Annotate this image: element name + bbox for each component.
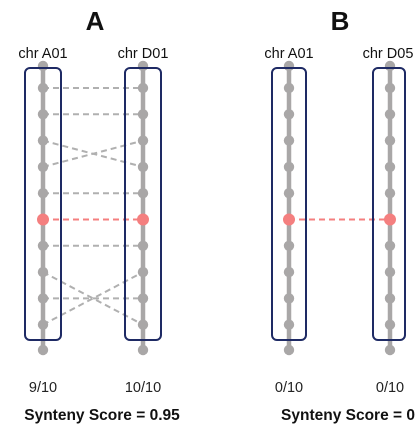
- panel-a-right-chr-top-cap: [137, 60, 149, 72]
- panel-a-left-chr-gene-6-highlighted: [37, 213, 49, 226]
- panel-b-left-chr-top-cap: [283, 60, 295, 72]
- panel-a: A chr A01 chr D01 9/10 10/10 Synteny Sco…: [18, 6, 180, 424]
- panel-a-synteny-score: Synteny Score = 0.95: [24, 407, 180, 424]
- panel-b-left-chr-gene-1: [283, 82, 295, 94]
- panel-a-right-chr-bottom-cap: [137, 344, 149, 356]
- panel-a-left-chromosome: [37, 60, 49, 356]
- panel-b-right-chr-gene-10: [384, 319, 396, 330]
- panel-b-left-chr-gene-2: [283, 109, 295, 120]
- panel-b-letter: B: [331, 6, 350, 36]
- panel-a-right-chr-gene-3: [137, 135, 149, 146]
- panel-a-left-chr-gene-1: [37, 82, 49, 94]
- panel-b-right-chr-gene-3: [384, 135, 396, 146]
- panel-a-link-10-8: [42, 271, 144, 326]
- panel-b-left-chr-gene-6-highlighted: [283, 213, 295, 226]
- panel-b-right-chr-gene-1: [384, 82, 396, 94]
- panel-b-right-chr-bottom-cap: [384, 344, 396, 356]
- panel-a-letter: A: [86, 6, 105, 36]
- panel-b-right-chr-label: chr D05: [363, 46, 414, 62]
- panel-a-right-syntenic-block-box: [124, 67, 162, 341]
- panel-b-left-chr-gene-5: [283, 188, 295, 199]
- panel-a-left-chr-gene-10: [37, 319, 49, 330]
- panel-b-right-chr-gene-2: [384, 109, 396, 120]
- panel-a-left-chr-gene-4: [37, 161, 49, 173]
- panel-a-right-chr-gene-1: [137, 82, 149, 94]
- panel-a-left-chr-gene-5: [37, 188, 49, 199]
- panel-b-right-chr-gene-8: [384, 266, 396, 278]
- panel-a-right-chr-gene-5: [137, 188, 149, 199]
- panel-a-right-chr-gene-6-highlighted: [137, 213, 149, 226]
- panel-a-left-chr-gene-9: [37, 293, 49, 304]
- panel-b-left-chr-gene-3: [283, 135, 295, 146]
- panel-b-right-chr-gene-5: [384, 188, 396, 199]
- panel-b-left-chr-gene-9: [283, 293, 295, 304]
- panel-a-right-count: 10/10: [125, 380, 161, 396]
- panel-b-right-syntenic-block-box: [372, 67, 406, 341]
- panel-b-right-chr-gene-7: [384, 240, 396, 251]
- panel-b-synteny-score: Synteny Score = 0: [281, 407, 415, 424]
- panel-a-left-chr-top-cap: [37, 60, 49, 72]
- panel-b-right-chr-gene-9: [384, 293, 396, 304]
- panel-b-left-chr-gene-8: [283, 266, 295, 278]
- panel-b-left-chr-gene-4: [283, 161, 295, 173]
- panel-b-left-chr-gene-7: [283, 240, 295, 251]
- panel-b-left-chr-bottom-cap: [283, 344, 295, 356]
- panel-b-left-chr-gene-10: [283, 319, 295, 330]
- panel-a-left-syntenic-block-box: [24, 67, 62, 341]
- panel-a-right-chr-gene-8: [137, 266, 149, 278]
- panel-b-right-chromosome: [384, 60, 396, 356]
- panel-a-right-chr-gene-7: [137, 240, 149, 251]
- panel-a-link-8-10: [42, 271, 144, 326]
- panel-a-right-chr-gene-4: [137, 161, 149, 173]
- panel-a-right-chr-label: chr D01: [118, 46, 169, 62]
- panel-b-left-chr-label: chr A01: [264, 46, 313, 62]
- panel-a-right-chr-gene-9: [137, 293, 149, 304]
- panel-a-link-4-3: [42, 139, 144, 168]
- panel-a-left-chr-gene-7: [37, 240, 49, 251]
- panel-a-right-chr-gene-10: [137, 319, 149, 330]
- panel-a-left-chr-gene-2: [37, 109, 49, 120]
- panel-b: B chr A01 chr D05 0/10 0/10 Synteny Scor…: [264, 6, 415, 424]
- panel-b-left-syntenic-block-box: [271, 67, 307, 341]
- panel-a-left-chr-label: chr A01: [18, 46, 67, 62]
- panel-a-left-chr-bottom-cap: [37, 344, 49, 356]
- panel-b-right-chr-top-cap: [384, 60, 396, 72]
- panel-b-right-chr-gene-6-highlighted: [384, 213, 396, 226]
- panel-a-left-count: 9/10: [29, 380, 57, 396]
- panel-a-right-chromosome: [137, 60, 149, 356]
- panel-b-left-chromosome: [283, 60, 295, 356]
- panel-a-right-chr-gene-2: [137, 109, 149, 120]
- panel-b-right-count: 0/10: [376, 380, 404, 396]
- panel-b-right-chr-gene-4: [384, 161, 396, 173]
- panel-b-left-count: 0/10: [275, 380, 303, 396]
- panel-a-links: [42, 87, 144, 326]
- panel-a-left-chr-gene-3: [37, 135, 49, 146]
- panel-a-left-chr-gene-8: [37, 266, 49, 278]
